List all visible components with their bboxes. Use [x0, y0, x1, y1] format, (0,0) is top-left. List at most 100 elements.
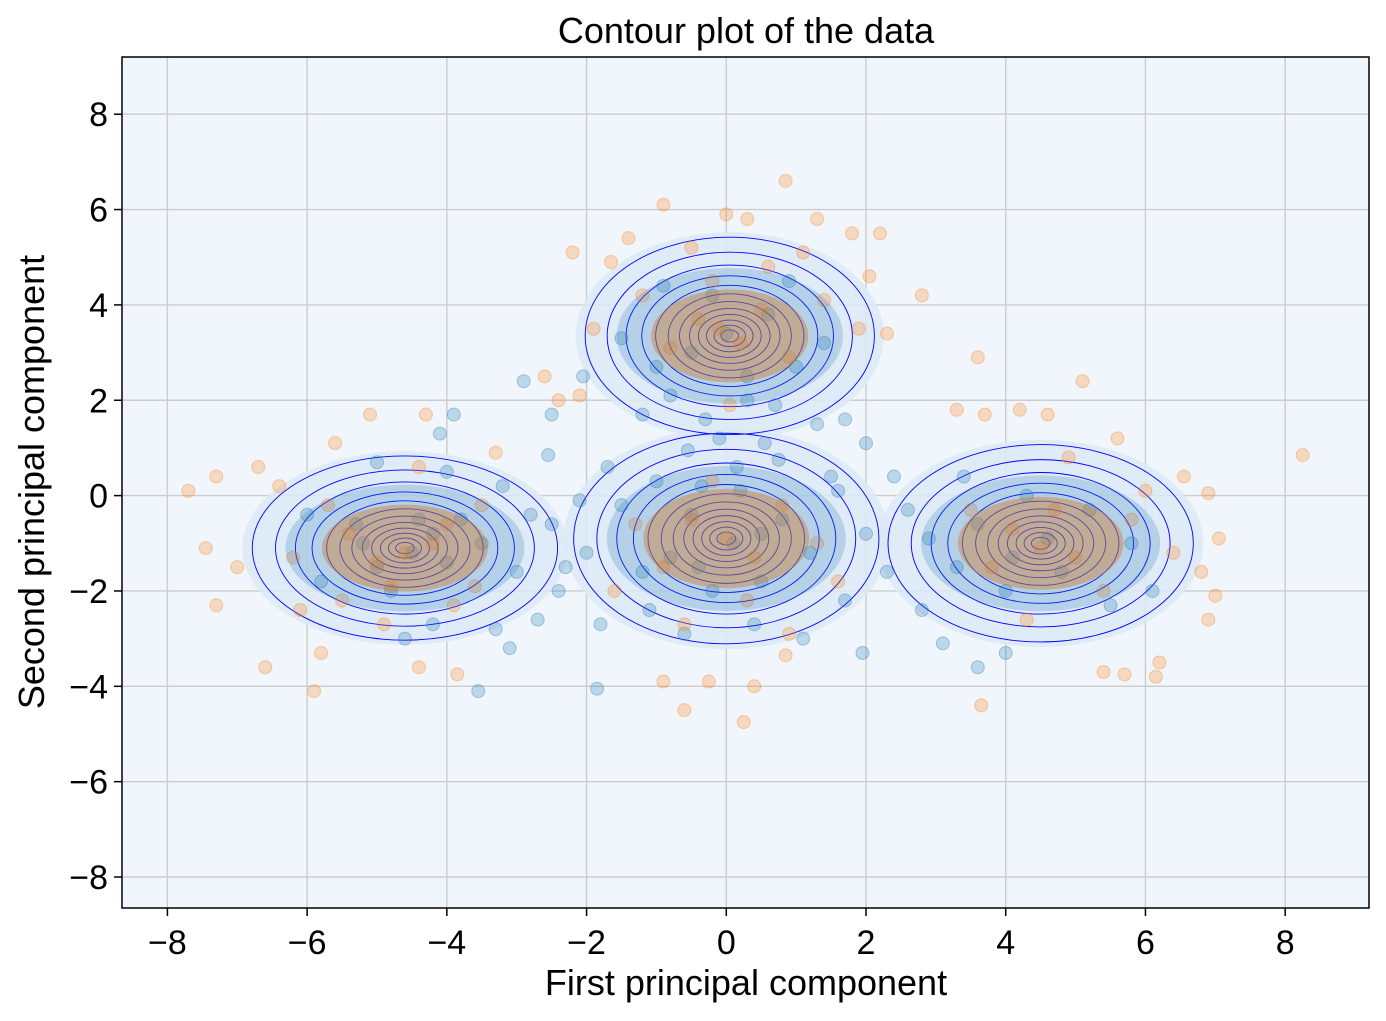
scatter-point-series-1 [1068, 550, 1083, 565]
scatter-point-series-0 [1103, 598, 1118, 613]
contour-line [961, 492, 1120, 595]
cluster-density-1 [643, 488, 810, 589]
contour-line [395, 541, 415, 555]
cluster-density-3 [957, 496, 1124, 590]
contour-line [683, 508, 770, 569]
scatter-point-series-0 [1005, 550, 1020, 565]
contour-line [351, 515, 459, 581]
scatter-point-series-0 [949, 560, 964, 575]
scatter-point-series-0 [425, 617, 440, 632]
scatter-point-series-1 [450, 667, 465, 682]
scatter-point-series-1 [488, 445, 503, 460]
scatter-point-series-1 [656, 560, 671, 575]
scatter-point-series-0 [935, 636, 950, 651]
contour-line [997, 515, 1084, 572]
contour-line [947, 482, 1135, 604]
scatter-point-series-1 [712, 321, 727, 336]
scatter-point-series-0 [404, 545, 419, 560]
scatter-point-series-1 [335, 593, 350, 608]
contour-fill [878, 439, 1204, 647]
scatter-point-series-0 [719, 326, 734, 341]
scatter-point-series-0 [859, 436, 874, 451]
scatter-point-series-0 [831, 483, 846, 498]
scatter-point-series-1 [796, 245, 811, 260]
scatter-point-series-1 [733, 336, 748, 351]
scatter-point-series-1 [1096, 665, 1111, 680]
scatter-point-series-0 [712, 431, 727, 446]
y-axis: −8 −6 −4 −2 0 2 4 6 8 [69, 96, 122, 897]
x-tick-label: 2 [857, 924, 876, 962]
scatter-point-series-1 [663, 340, 678, 355]
contour-line [584, 236, 875, 436]
contour-line [641, 275, 819, 397]
scatter-point-series-1 [565, 245, 580, 260]
scatter-point-series-0 [544, 407, 559, 422]
scatter-point-series-1 [1152, 655, 1167, 670]
scatter-point-series-0 [516, 374, 531, 389]
scatter-point-series-1 [286, 550, 301, 565]
contour-line [697, 313, 762, 358]
y-tick-label: −8 [69, 859, 108, 897]
scatter-point-series-0 [446, 407, 461, 422]
contour-line [379, 532, 430, 564]
scatter-point-series-0 [523, 507, 538, 522]
scatter-point-series-0 [677, 626, 692, 641]
scatter-point-series-0 [425, 526, 440, 541]
scatter-point-series-0 [1124, 536, 1139, 551]
scatter-point-series-1 [474, 498, 489, 513]
scatter-point-series-0 [1019, 488, 1034, 503]
scatter-point-series-1 [307, 684, 322, 699]
scatter-point-series-1 [722, 398, 737, 413]
cluster-density-0 [285, 484, 525, 612]
contour-line [716, 531, 737, 546]
scatter-point-series-0 [649, 474, 664, 489]
cluster-density-2 [651, 289, 809, 383]
contour-line [709, 526, 744, 551]
contour-line [616, 462, 837, 615]
scatter-point-series-1 [879, 326, 894, 341]
scatter-point-series-1 [230, 560, 245, 575]
scatter-point-series-1 [425, 536, 440, 551]
contour-line [692, 515, 760, 562]
y-tick-label: −4 [69, 668, 108, 706]
scatter-point-series-1 [778, 173, 793, 188]
scatter-point-series-0 [998, 583, 1013, 598]
scatter-point-series-1 [736, 715, 751, 730]
y-axis-title: Second principal component [11, 255, 52, 709]
scatter-point-series-0 [761, 307, 776, 322]
scatter-point-series-1 [740, 212, 755, 227]
scatter-point-series-0 [1082, 502, 1097, 517]
contour-line [606, 251, 853, 421]
x-tick-label: −6 [288, 924, 327, 962]
scatter-point-series-0 [782, 274, 797, 289]
scatter-point-series-0 [614, 331, 629, 346]
scatter-point-series-1 [181, 483, 196, 498]
scatter-point-series-0 [488, 622, 503, 637]
scatter-point-series-1 [321, 498, 336, 513]
scatter-point-series-1 [411, 460, 426, 475]
scatter-point-series-1 [209, 598, 224, 613]
scatter-point-series-0 [956, 469, 971, 484]
cluster-density-3 [921, 475, 1161, 612]
contour-line [887, 444, 1194, 643]
scatter-point-series-1 [1295, 448, 1310, 463]
scatter-point-series-0 [694, 479, 709, 494]
scatter-point-series-0 [680, 443, 695, 458]
scatter-point-series-0 [1054, 564, 1069, 579]
scatter-point-series-1 [778, 648, 793, 663]
scatter-point-series-1 [209, 469, 224, 484]
y-tick-label: 4 [89, 287, 108, 325]
scatter-point-series-0 [771, 452, 786, 467]
scatter-point-series-1 [872, 226, 887, 241]
scatter-point-series-1 [984, 560, 999, 575]
scatter-point-series-0 [698, 412, 713, 427]
contour-line [706, 319, 754, 353]
contour-line [625, 264, 834, 408]
scatter-point-series-0 [824, 469, 839, 484]
scatter-point-series-0 [740, 369, 755, 384]
scatter-point-series-1 [775, 498, 790, 513]
scatter-point-series-1 [747, 679, 762, 694]
contour-fill [563, 427, 889, 650]
scatter-point-series-0 [879, 564, 894, 579]
contour-line [910, 459, 1171, 628]
